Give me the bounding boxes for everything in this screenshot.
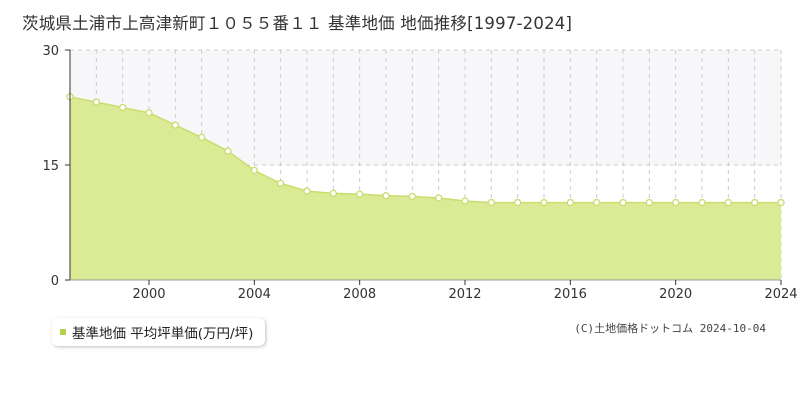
data-point <box>356 190 364 198</box>
x-tick-label: 2000 <box>132 287 165 302</box>
data-point <box>540 198 548 207</box>
series-line <box>69 96 781 204</box>
copyright-text: (C)土地価格ドットコム 2024-10-04 <box>574 322 766 335</box>
data-point <box>224 147 232 155</box>
x-tick-label: 2016 <box>554 287 587 302</box>
data-point <box>461 197 469 205</box>
data-markers <box>66 93 785 207</box>
y-tick-label: 15 <box>42 159 59 174</box>
data-point <box>566 198 574 207</box>
legend-label: 基準地価 平均坪単価(万円/坪) <box>72 326 254 342</box>
y-tick-label: 30 <box>42 44 59 59</box>
data-point <box>487 198 495 207</box>
data-point <box>777 198 785 207</box>
data-point <box>171 121 179 129</box>
data-point <box>382 192 390 200</box>
data-point <box>145 109 153 117</box>
x-axis-ticks: 2000 2004 2008 2012 2016 2020 2024 <box>132 280 798 302</box>
data-point <box>593 198 601 207</box>
data-point <box>435 194 443 202</box>
y-axis-ticks: 0 15 30 <box>42 44 70 289</box>
x-tick-label: 2008 <box>343 287 376 302</box>
y-tick-label: 0 <box>51 274 59 289</box>
x-tick-label: 2024 <box>764 287 797 302</box>
data-point <box>119 103 127 112</box>
data-point <box>303 187 311 195</box>
data-point <box>408 192 416 201</box>
data-point <box>698 198 706 207</box>
data-point <box>619 198 627 207</box>
data-point <box>645 198 653 207</box>
data-point <box>672 198 680 207</box>
series-area-fill <box>70 96 781 280</box>
data-point <box>514 198 522 207</box>
x-tick-label: 2004 <box>238 287 271 302</box>
data-point <box>92 98 100 106</box>
data-point <box>329 189 337 198</box>
data-point <box>198 133 206 142</box>
x-tick-label: 2020 <box>659 287 692 302</box>
data-point <box>751 198 759 207</box>
data-point <box>724 198 732 207</box>
legend: 基準地価 平均坪単価(万円/坪) <box>52 318 266 346</box>
x-tick-label: 2012 <box>448 287 481 302</box>
chart-title: 茨城県土浦市上高津新町１０５５番１１ 基準地価 地価推移[1997-2024] <box>22 14 573 33</box>
data-point <box>277 179 285 188</box>
data-point <box>250 166 258 175</box>
series-area <box>69 96 781 280</box>
legend-swatch <box>60 329 66 335</box>
